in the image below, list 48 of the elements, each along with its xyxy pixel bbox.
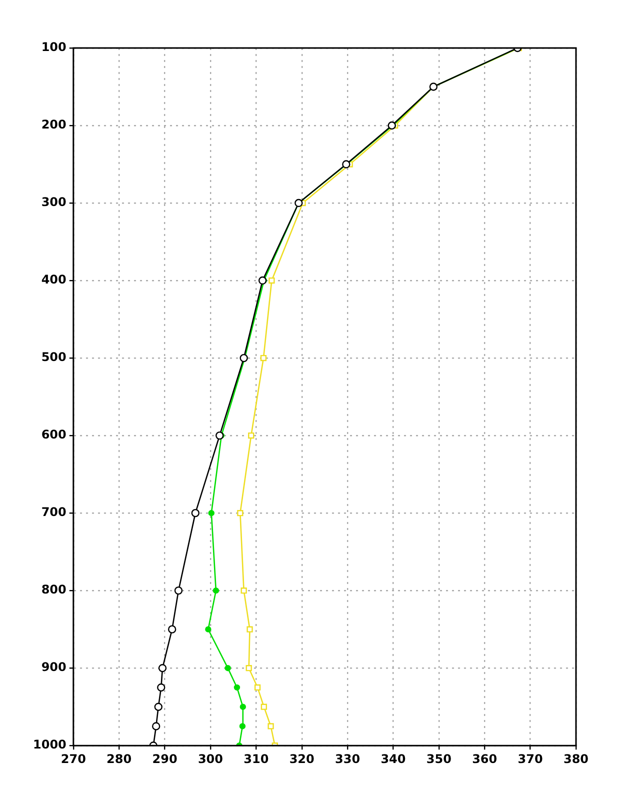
point xyxy=(205,626,212,632)
point xyxy=(246,626,253,632)
point xyxy=(258,276,267,285)
point xyxy=(268,277,275,284)
point xyxy=(158,664,167,672)
point xyxy=(212,587,220,594)
x-tick-label: 360 xyxy=(472,752,498,766)
x-tick-label: 380 xyxy=(563,752,589,766)
y-tick-label: 700 xyxy=(41,505,66,520)
point xyxy=(254,684,261,691)
x-tick-label: 370 xyxy=(518,752,543,766)
x-tick-label: 280 xyxy=(106,752,132,766)
point xyxy=(260,354,267,362)
x-tick-label: 290 xyxy=(152,752,178,766)
point xyxy=(168,625,176,634)
point xyxy=(152,722,160,730)
point xyxy=(224,664,231,672)
x-tick-label: 330 xyxy=(335,752,360,766)
x-tick-label: 300 xyxy=(198,752,224,766)
y-tick-label: 900 xyxy=(41,660,66,674)
point xyxy=(239,723,246,730)
point xyxy=(246,665,252,672)
point xyxy=(234,684,240,691)
point xyxy=(174,586,183,595)
point xyxy=(191,508,200,518)
point xyxy=(260,704,268,710)
point xyxy=(154,702,162,711)
y-tick-label: 1000 xyxy=(32,738,66,752)
point xyxy=(208,510,214,516)
x-tick-label: 320 xyxy=(289,752,314,766)
point xyxy=(157,683,166,692)
y-tick-label: 100 xyxy=(41,40,66,54)
point xyxy=(268,723,274,730)
y-tick-label: 300 xyxy=(41,195,66,210)
y-tick-label: 400 xyxy=(41,272,66,287)
point xyxy=(216,431,224,440)
point xyxy=(240,704,246,710)
y-tick-label: 200 xyxy=(41,118,66,132)
x-tick-label: 350 xyxy=(426,752,452,766)
point xyxy=(237,510,244,516)
point xyxy=(248,432,254,439)
x-tick-label: 270 xyxy=(60,752,86,766)
y-tick-label: 600 xyxy=(41,428,66,442)
point xyxy=(240,588,247,594)
x-tick-label: 310 xyxy=(244,752,269,766)
y-tick-label: 500 xyxy=(41,350,66,364)
y-tick-label: 800 xyxy=(41,582,66,597)
x-tick-label: 340 xyxy=(380,752,406,766)
